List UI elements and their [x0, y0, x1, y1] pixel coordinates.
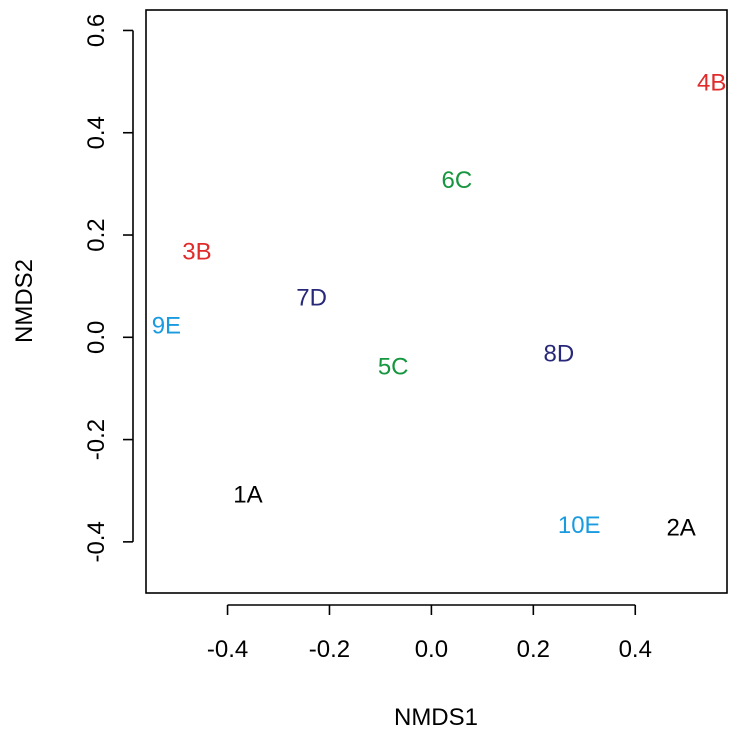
- x-axis-title: NMDS1: [394, 704, 478, 731]
- point-label-4b: 4B: [697, 70, 726, 97]
- point-labels: 1A 2A 3B 4B 5C 6C 7D 8D 9E 10E: [152, 70, 727, 542]
- point-label-7d: 7D: [296, 284, 327, 311]
- y-tick-label: -0.2: [83, 419, 110, 460]
- point-label-5c: 5C: [378, 353, 409, 380]
- point-label-3b: 3B: [182, 238, 211, 265]
- y-tick-label: 0.0: [83, 321, 110, 354]
- point-label-10e: 10E: [558, 512, 601, 539]
- x-tick-label: 0.4: [619, 636, 652, 663]
- plot-frame: [145, 9, 728, 594]
- point-label-8d: 8D: [543, 341, 574, 368]
- point-label-1a: 1A: [233, 481, 262, 508]
- x-axis: -0.4 -0.2 0.0 0.2 0.4: [207, 604, 652, 663]
- point-label-6c: 6C: [442, 167, 473, 194]
- y-tick-label: 0.4: [83, 116, 110, 149]
- y-tick-label: 0.6: [83, 14, 110, 47]
- x-tick-label: 0.0: [415, 636, 448, 663]
- x-tick-label: -0.2: [309, 636, 350, 663]
- y-axis: -0.4 -0.2 0.0 0.2 0.4 0.6: [83, 14, 134, 563]
- x-tick-label: 0.2: [517, 636, 550, 663]
- y-axis-title: NMDS2: [11, 259, 38, 343]
- point-label-9e: 9E: [152, 313, 181, 340]
- y-tick-label: -0.4: [83, 521, 110, 562]
- plot-area: [145, 9, 728, 594]
- x-tick-label: -0.4: [207, 636, 248, 663]
- point-label-2a: 2A: [666, 515, 695, 542]
- y-tick-label: 0.2: [83, 218, 110, 251]
